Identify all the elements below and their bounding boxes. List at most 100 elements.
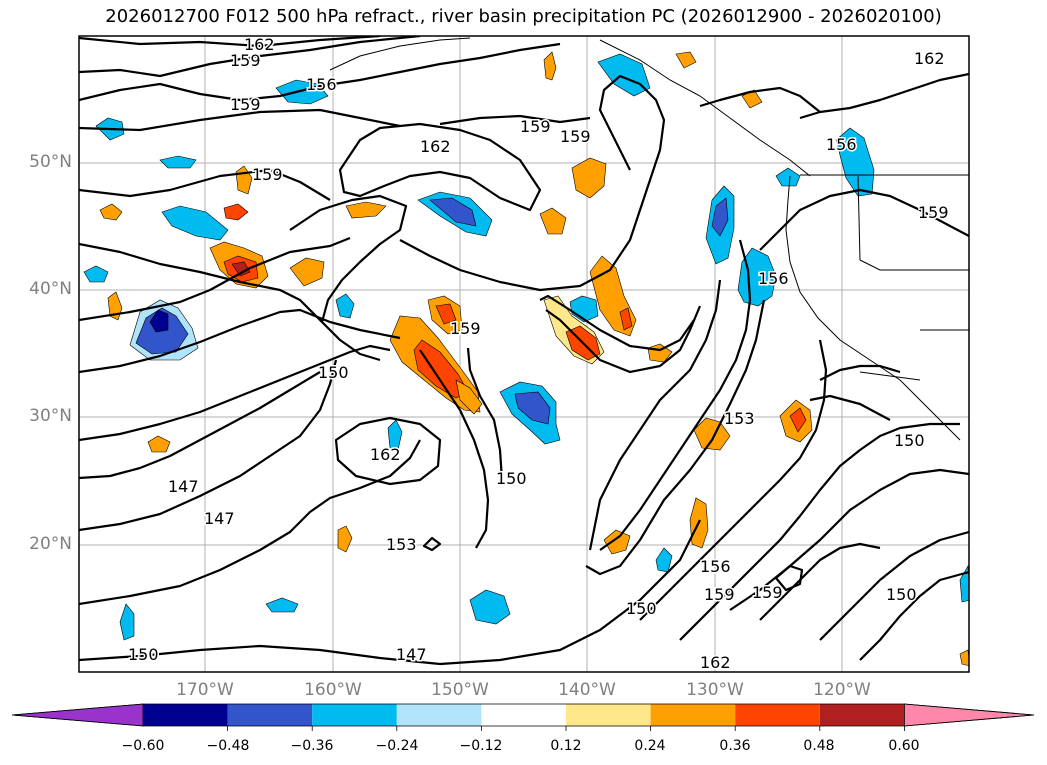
contour-label: 159	[918, 203, 949, 222]
negative-anomaly-patch	[159, 155, 197, 169]
colorbar-segment	[650, 704, 736, 726]
negative-anomaly-patch	[775, 167, 801, 187]
colorbar-tick: −0.48	[206, 738, 250, 754]
contour-label: 150	[894, 431, 925, 450]
negative-anomaly-patch	[275, 79, 329, 105]
negative-anomaly-patch	[429, 197, 477, 227]
page-title: 2026012700 F012 500 hPa refract., river …	[105, 6, 942, 27]
colorbar-tick: 0.60	[888, 738, 920, 754]
negative-anomaly-patch	[119, 603, 135, 641]
positive-anomaly-patch	[571, 157, 607, 199]
contour-label: 162	[420, 137, 451, 156]
contour-label: 162	[244, 35, 275, 54]
contour-label: 159	[560, 127, 591, 146]
contour-label: 156	[700, 557, 731, 576]
map-panel: 162 159 156 159 159 159 162 159 162 156 …	[78, 35, 970, 673]
contour-label: 159	[230, 95, 261, 114]
negative-anomaly-patch	[387, 419, 403, 451]
negative-anomaly-patch	[469, 589, 511, 625]
contour-label: 150	[318, 363, 349, 382]
positive-anomaly-patch	[435, 303, 457, 325]
colorbar-tick: 0.12	[550, 738, 582, 754]
positive-anomaly-patch	[619, 307, 633, 331]
colorbar-tick: −0.12	[459, 738, 503, 754]
contour-label: 159	[704, 585, 735, 604]
positive-anomaly-patch	[789, 407, 807, 433]
colorbar-extend-low	[11, 703, 144, 727]
positive-anomaly-patch	[289, 257, 325, 287]
colorbar-segment	[819, 704, 905, 726]
negative-anomaly-patch	[161, 205, 229, 241]
colorbar-segments	[11, 703, 1035, 731]
positive-anomaly-patch	[603, 529, 631, 555]
positive-anomaly-patch	[455, 379, 483, 415]
colorbar-outline	[11, 703, 1035, 727]
negative-anomaly-patch	[149, 309, 169, 333]
lon-label-130w: 130°W	[686, 680, 744, 700]
negative-anomaly-patch	[335, 293, 355, 319]
contour-label: 159	[520, 117, 551, 136]
negative-anomaly-patch	[514, 391, 551, 425]
contour-label: 147	[204, 509, 235, 528]
colorbar-segment	[227, 704, 313, 726]
colorbar-tick: −0.36	[290, 738, 334, 754]
negative-anomaly-patch	[655, 547, 673, 573]
contour-label: 150	[496, 469, 527, 488]
contour-label: 162	[700, 653, 731, 672]
lon-label-150w: 150°W	[431, 680, 489, 700]
colorbar-segment	[312, 704, 397, 726]
contour-label: 156	[306, 75, 337, 94]
positive-anomaly-patch	[99, 203, 123, 221]
negative-anomaly-patch	[835, 127, 875, 197]
lat-label-40n: 40°N	[29, 279, 72, 299]
contour-label: 150	[886, 585, 917, 604]
contour-label: 153	[386, 535, 417, 554]
positive-anomaly-patch	[693, 417, 731, 451]
negative-anomaly-patch	[711, 197, 729, 237]
negative-anomaly-patch	[83, 265, 109, 283]
contour-labels: 162 159 156 159 159 159 162 159 162 156 …	[127, 35, 951, 672]
colorbar-segment	[143, 704, 228, 726]
positive-anomaly-patch	[543, 51, 557, 81]
positive-anomaly-patch	[147, 435, 171, 453]
colorbar-tick: −0.24	[375, 738, 419, 754]
lat-label-30n: 30°N	[29, 406, 72, 426]
contour-label: 156	[826, 135, 857, 154]
contour-label: 147	[168, 477, 199, 496]
contour-label: 147	[396, 645, 427, 664]
colorbar-tick: 0.48	[803, 738, 835, 754]
lon-label-120w: 120°W	[813, 680, 871, 700]
lat-label-50n: 50°N	[29, 152, 72, 172]
colorbar-segment	[396, 704, 482, 726]
contour-label: 159	[752, 583, 783, 602]
contour-label: 162	[370, 445, 401, 464]
colorbar-segment	[735, 704, 820, 726]
colorbar-tick: 0.36	[719, 738, 751, 754]
lon-label-140w: 140°W	[558, 680, 616, 700]
lat-label-20n: 20°N	[29, 534, 72, 554]
positive-anomaly-patch	[675, 51, 697, 69]
negative-anomaly-patch	[265, 597, 299, 613]
colorbar-tick: −0.60	[121, 738, 165, 754]
positive-anomaly-patch	[231, 261, 251, 277]
contour-label: 150	[626, 599, 657, 618]
positive-anomaly-patch	[345, 201, 387, 219]
contour-label: 159	[230, 51, 261, 70]
contour-label: 156	[758, 269, 789, 288]
colorbar-tick: 0.24	[634, 738, 666, 754]
colorbar-segment	[566, 704, 651, 726]
map-frame	[78, 35, 970, 673]
lon-label-170w: 170°W	[176, 680, 234, 700]
contour-label: 162	[914, 49, 945, 68]
lon-label-160w: 160°W	[304, 680, 362, 700]
positive-anomaly-patch	[959, 649, 969, 667]
contour-label: 153	[724, 409, 755, 428]
colorbar-segment	[481, 704, 566, 726]
refractivity-contours	[79, 36, 969, 666]
contour-label: 159	[252, 165, 283, 184]
negative-anomaly-patch	[959, 564, 969, 603]
positive-anomaly-patch	[223, 203, 249, 221]
colorbar-extend-high	[904, 703, 1035, 727]
positive-anomaly-patch	[539, 207, 567, 235]
coastlines	[329, 37, 969, 441]
